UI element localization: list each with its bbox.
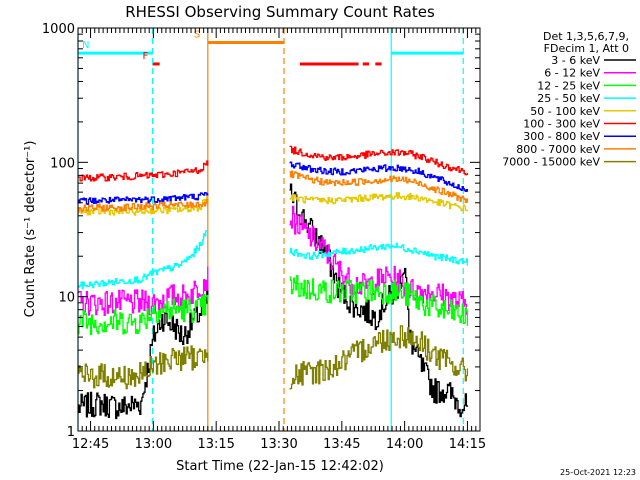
x-tick-label: 13:00 [135,437,172,452]
series-line-4 [78,192,469,216]
series-line-7 [78,170,469,213]
y-tick-label: 1 [67,425,75,440]
y-tick-label: 1000 [42,22,75,37]
x-tick-label: 12:45 [72,437,109,452]
flag-F-label: F [143,51,149,62]
y-tick-label: 100 [50,156,75,171]
data-series [78,145,469,420]
x-tick-label: 14:15 [449,437,486,452]
legend-header-line: FDecim 1, Att 0 [544,42,629,55]
legend-label: 3 - 6 keV [551,54,600,67]
legend-label: 50 - 100 keV [530,105,600,118]
footer-timestamp: 25-Oct-2021 12:23 [560,468,636,477]
legend-label: 100 - 300 keV [523,118,600,131]
series-line-5 [78,145,469,182]
legend-label: 800 - 7000 keV [516,143,600,156]
y-axis-label: Count Rate (s⁻¹ detector⁻¹) [23,141,38,318]
x-axis-label: Start Time (22-Jan-15 12:42:02) [176,459,384,474]
series-line-6 [78,161,469,206]
chart-title: RHESSI Observing Summary Count Rates [125,3,435,21]
legend-label: 12 - 25 keV [537,79,600,92]
x-tick-label: 13:45 [323,437,360,452]
x-tick-label: 13:15 [197,437,234,452]
x-axis: 12:45 13:00 13:15 13:30 13:45 14:00 14:15 [72,28,486,452]
legend: Det 1,3,5,6,7,9,FDecim 1, Att 03 - 6 keV… [502,30,636,169]
legend-label: 300 - 800 keV [523,130,600,143]
series-line-8 [78,325,469,390]
legend-label: 6 - 12 keV [544,67,600,80]
x-tick-label: 13:30 [260,437,297,452]
legend-label: 25 - 50 keV [537,92,600,105]
series-line-2 [78,275,469,336]
series-line-3 [78,230,469,290]
legend-header-line: Det 1,3,5,6,7,9, [543,30,629,43]
flag-bars: N S F [78,29,464,66]
y-axis: 1 10 100 1000 [42,22,480,440]
legend-label: 7000 - 15000 keV [502,156,600,169]
x-tick-label: 14:00 [386,437,423,452]
flag-N-label: N [82,40,89,51]
y-tick-label: 10 [58,291,75,306]
series-line-0 [78,183,469,420]
flag-S-label: S [194,29,200,40]
